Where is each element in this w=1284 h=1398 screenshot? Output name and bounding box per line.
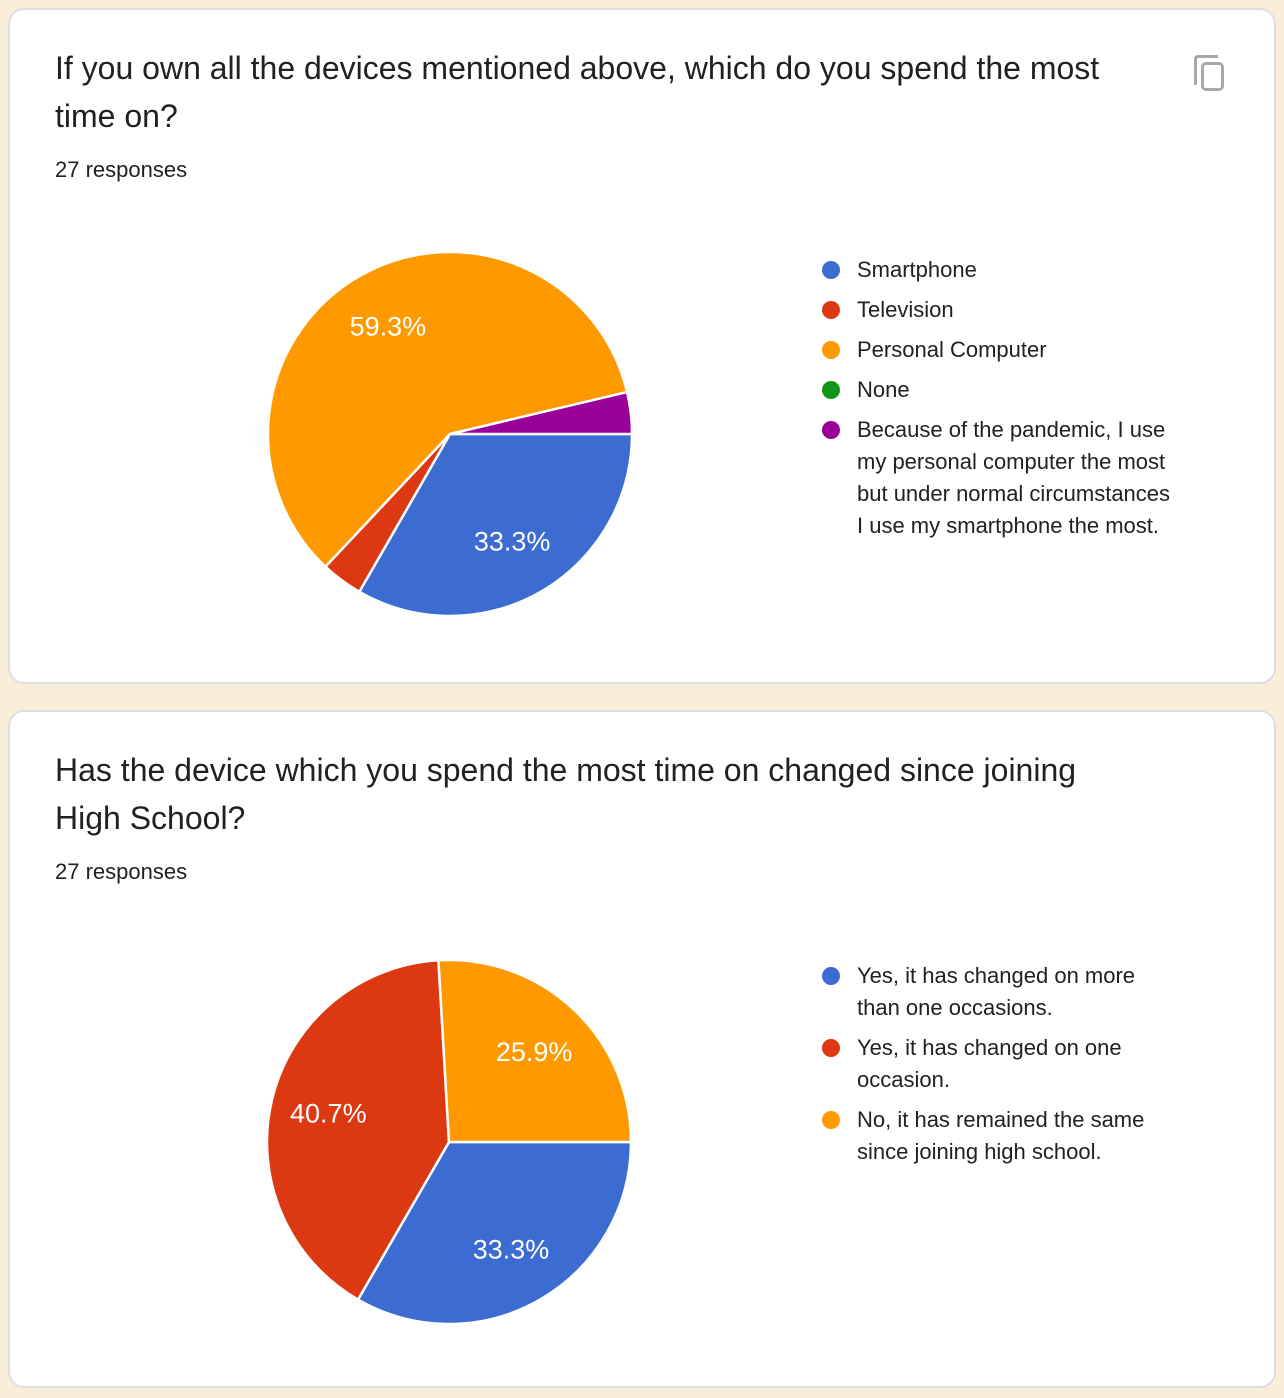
legend-dot [822,341,840,359]
legend-label: Smartphone [857,257,977,282]
legend-item-because-of-the-pandemic-i-us: Because of the pandemic, I use my person… [822,414,1170,542]
legend-label: No, it has remained the same since joini… [857,1107,1145,1164]
legend-label: Yes, it has changed on more than one occ… [857,963,1136,1020]
responses-count: 27 responses [55,157,188,182]
pie-slice-label-yes-it-has-changed-on-one-oc: 40.7% [290,1098,367,1128]
question-card-2: Has the device which you spend the most … [8,710,1276,1388]
question-title: If you own all the devices mentioned abo… [55,50,1100,134]
pie-chart-device-change: 33.3% 40.7% 25.9% [265,958,633,1326]
pie-slice-yes-it-has-changed-on-one-oc[interactable] [265,959,451,1301]
question-card-1: If you own all the devices mentioned abo… [8,8,1276,684]
legend-dot [822,301,840,319]
legend-dot [822,261,840,279]
pie-slice-label-smartphone: 33.3% [474,526,551,556]
pie-slice-label-personal-computer: 59.3% [350,312,427,342]
pie-slice-smartphone[interactable] [358,432,634,618]
legend-label: Yes, it has changed on one occasion. [857,1035,1122,1092]
copy-button[interactable] [1194,55,1240,101]
copy-icon-front [1201,62,1224,91]
pie-slice-label-no-it-has-remained-the-same-: 25.9% [496,1037,573,1067]
legend-dot [822,421,840,439]
legend-label: Personal Computer [857,337,1047,362]
legend-dot [822,1039,840,1057]
legend-label: None [857,377,910,402]
legend-item-no-it-has-remained-the-same-: No, it has remained the same since joini… [822,1104,1144,1168]
legend-label: Television [857,297,954,322]
pie-slice-personal-computer[interactable] [266,250,629,568]
legend-label: Because of the pandemic, I use my person… [857,417,1171,538]
pie-slice-because-of-the-pandemic-i-us[interactable] [448,390,634,436]
legend-item-yes-it-has-changed-on-more-t: Yes, it has changed on more than one occ… [822,960,1144,1024]
question-title: Has the device which you spend the most … [55,752,1077,836]
legend-item-personal-computer: Personal Computer [822,334,1170,366]
pie-chart-devices: 33.3% 59.3% [266,250,634,618]
legend-item-none: None [822,374,1170,406]
copy-icon [1194,55,1218,85]
pie-slice-yes-it-has-changed-on-more-t[interactable] [356,1140,633,1326]
legend-dot [822,381,840,399]
responses-count: 27 responses [55,859,188,884]
pie-slice-label-yes-it-has-changed-on-more-t: 33.3% [473,1234,550,1264]
chart-legend: Smartphone Television Personal Computer Non… [822,254,1170,550]
pie-slice-no-it-has-remained-the-same-[interactable] [437,958,633,1144]
legend-item-television: Television [822,294,1170,326]
legend-item-yes-it-has-changed-on-one-oc: Yes, it has changed on one occasion. [822,1032,1144,1096]
legend-item-smartphone: Smartphone [822,254,1170,286]
legend-dot [822,1111,840,1129]
legend-dot [822,967,840,985]
chart-legend: Yes, it has changed on more than one occ… [822,960,1144,1176]
